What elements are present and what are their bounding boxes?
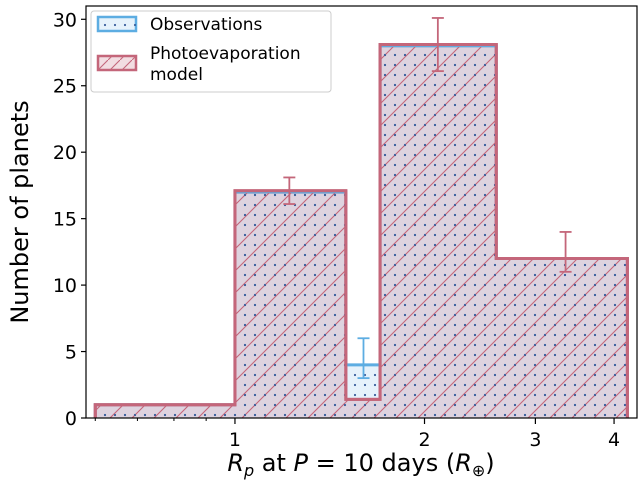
legend-label-model-line2: model xyxy=(150,65,203,85)
legend-label-observations: Observations xyxy=(150,15,263,35)
x-axis-ticks: 1 2 3 4 xyxy=(94,418,620,451)
x-tick-label-2: 3 xyxy=(529,429,541,451)
legend-box xyxy=(90,10,332,93)
overlap-dots-0 xyxy=(95,404,235,418)
y-tick-label-6: 30 xyxy=(53,9,77,31)
overlap-dots-3 xyxy=(380,45,497,418)
x-tick-label-0: 1 xyxy=(229,429,241,451)
legend-label-model-line1: Photoevaporation xyxy=(150,44,301,64)
overlap-dots-2 xyxy=(345,399,381,418)
x-tick-label-1: 2 xyxy=(418,429,430,451)
axes-frame xyxy=(85,5,638,419)
legend: Observations Photoevaporation model xyxy=(90,10,332,93)
y-tick-label-3: 15 xyxy=(53,209,77,231)
y-tick-label-5: 25 xyxy=(53,76,77,98)
model-step-outline-top xyxy=(93,43,629,418)
y-tick-label-2: 10 xyxy=(53,275,77,297)
y-tick-label-4: 20 xyxy=(53,142,77,164)
overlap-dots-1 xyxy=(234,192,346,418)
y-axis-ticks: 0 5 10 15 20 25 30 xyxy=(53,9,86,430)
x-tick-label-3: 4 xyxy=(608,429,620,451)
overlap-dots-4 xyxy=(496,258,628,418)
model-bars xyxy=(93,43,629,418)
x-axis-label: Rp at P = 10 days (R⊕) xyxy=(227,449,494,480)
y-tick-label-0: 0 xyxy=(65,408,77,430)
error-bars xyxy=(283,17,572,380)
y-tick-label-1: 5 xyxy=(65,342,77,364)
y-axis-label: Number of planets xyxy=(6,100,34,323)
